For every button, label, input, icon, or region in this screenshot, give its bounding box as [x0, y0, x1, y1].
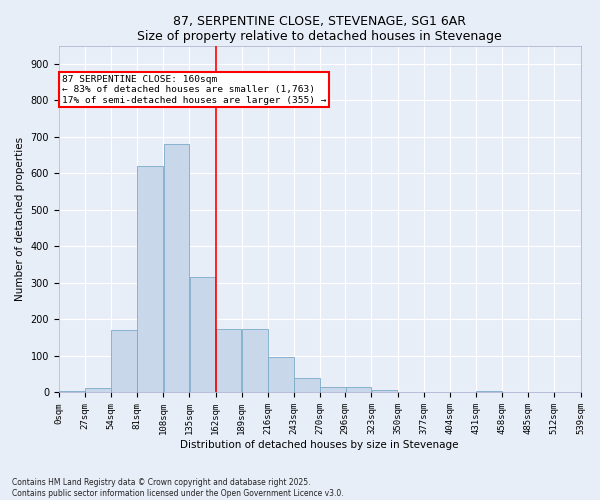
Bar — [371, 390, 397, 392]
Bar — [59, 390, 85, 392]
Text: Contains HM Land Registry data © Crown copyright and database right 2025.
Contai: Contains HM Land Registry data © Crown c… — [12, 478, 344, 498]
Bar — [190, 278, 215, 392]
Bar — [112, 330, 137, 392]
Bar — [346, 388, 371, 392]
X-axis label: Distribution of detached houses by size in Stevenage: Distribution of detached houses by size … — [181, 440, 459, 450]
Bar — [242, 328, 268, 392]
Bar — [85, 388, 111, 392]
Bar — [294, 378, 320, 392]
Y-axis label: Number of detached properties: Number of detached properties — [15, 137, 25, 301]
Bar — [216, 328, 241, 392]
Bar — [268, 356, 294, 392]
Bar — [137, 166, 163, 392]
Title: 87, SERPENTINE CLOSE, STEVENAGE, SG1 6AR
Size of property relative to detached h: 87, SERPENTINE CLOSE, STEVENAGE, SG1 6AR… — [137, 15, 502, 43]
Bar — [320, 387, 346, 392]
Bar — [476, 390, 502, 392]
Bar — [164, 144, 189, 392]
Text: 87 SERPENTINE CLOSE: 160sqm
← 83% of detached houses are smaller (1,763)
17% of : 87 SERPENTINE CLOSE: 160sqm ← 83% of det… — [62, 75, 326, 104]
